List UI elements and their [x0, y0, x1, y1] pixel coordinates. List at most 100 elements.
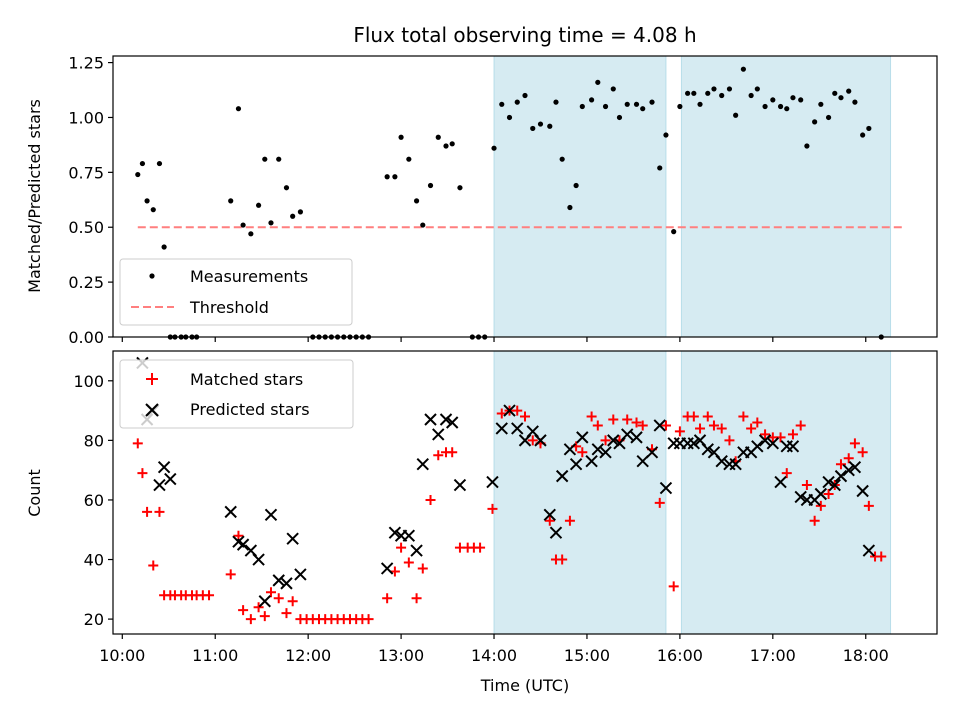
- predicted-star-point: [432, 428, 445, 441]
- top-y-tick-label: 0.25: [68, 273, 104, 292]
- measurement-point: [514, 99, 520, 105]
- bottom-y-tick-label: 40: [84, 551, 104, 570]
- top-y-axis: 0.00 0.25 0.50 0.75 1.00 1.25: [68, 54, 113, 347]
- predicted-star-point: [630, 431, 643, 444]
- measurement-point: [491, 145, 497, 151]
- bottom-panel: 20 40 60 80 100 10:00 11:00 12:00 13:00 14:00 15:…: [25, 350, 938, 695]
- predicted-star-point: [153, 478, 166, 492]
- bottom-y-tick-label: 100: [73, 372, 104, 391]
- predicted-star-point: [286, 532, 299, 545]
- x-tick-label: 15:00: [564, 646, 610, 665]
- matched-star-point: [544, 515, 555, 526]
- predicted-star-point: [272, 574, 285, 587]
- bottom-legend: Matched stars Predicted stars: [119, 359, 354, 429]
- measurement-point: [457, 185, 463, 191]
- matched-star-point: [724, 435, 735, 446]
- matched-star-point: [273, 593, 284, 604]
- predicted-star-point: [729, 457, 742, 471]
- matched-star-point: [801, 480, 812, 491]
- predicted-star-point: [503, 404, 516, 417]
- predicted-star-point: [842, 463, 855, 477]
- x-tick-label: 17:00: [750, 646, 796, 665]
- predicted-star-point: [758, 434, 772, 447]
- legend-label-threshold: Threshold: [189, 298, 269, 317]
- measurement-point: [268, 220, 274, 226]
- legend-x-icon: [145, 403, 159, 417]
- matched-star-point: [520, 411, 530, 422]
- measurement-point: [559, 156, 565, 162]
- predicted-star-point: [258, 595, 271, 608]
- matched-star-point: [760, 429, 771, 440]
- predicted-star-point: [236, 538, 250, 551]
- predicted-star-point: [585, 455, 598, 468]
- matched-star-point: [132, 438, 143, 449]
- matched-star-point: [738, 411, 749, 422]
- matched-star-point: [592, 420, 603, 431]
- measurement-point: [573, 182, 579, 189]
- measurement-point: [595, 79, 601, 85]
- matched-star-point: [608, 414, 619, 425]
- measurement-point: [228, 198, 234, 204]
- x-tick-label: 18:00: [843, 646, 889, 665]
- measurement-point: [283, 185, 290, 191]
- matched-star-point: [396, 542, 407, 553]
- matched-star-point: [403, 557, 414, 568]
- measurement-point: [547, 123, 553, 129]
- matched-star-point: [577, 447, 588, 458]
- measurement-point: [610, 86, 616, 92]
- measurement-point: [790, 95, 796, 101]
- legend-plus-icon: [146, 373, 158, 385]
- predicted-star-point: [814, 487, 828, 501]
- measurement-point: [392, 174, 398, 180]
- matched-star-point: [265, 587, 276, 598]
- predicted-star-point: [751, 440, 764, 453]
- measurement-point: [161, 244, 167, 250]
- predicted-star-point: [280, 577, 293, 590]
- measurement-point: [685, 90, 691, 96]
- measurement-point: [255, 202, 262, 208]
- matched-star-point: [411, 593, 422, 604]
- predicted-star-point: [157, 460, 171, 474]
- matched-star-point: [863, 500, 874, 511]
- measurement-point: [804, 143, 810, 149]
- measurement-point: [671, 229, 677, 235]
- matched-star-point: [708, 420, 719, 431]
- matched-star-point: [389, 566, 400, 577]
- matched-star-point: [787, 429, 798, 440]
- shaded-region: [680, 55, 892, 338]
- matched-star-point: [425, 494, 436, 505]
- legend-label-measurements: Measurements: [190, 267, 308, 286]
- predicted-star-point: [786, 440, 800, 453]
- predicted-star-point: [645, 446, 659, 459]
- top-y-tick-label: 1.00: [68, 108, 104, 127]
- x-tick-label: 10:00: [99, 646, 145, 665]
- matched-star-point: [637, 420, 648, 431]
- matched-star-point: [287, 596, 298, 607]
- matched-star-point: [225, 569, 236, 580]
- predicted-star-point: [486, 475, 499, 489]
- measurement-point: [139, 160, 146, 167]
- matched-star-point: [702, 411, 713, 422]
- predicted-star-point: [766, 437, 780, 450]
- matched-star-point: [475, 542, 486, 553]
- predicted-star-point: [667, 437, 680, 450]
- predicted-star-point: [388, 526, 402, 539]
- matched-star-point: [631, 417, 642, 428]
- bottom-y-tick-label: 60: [84, 491, 104, 510]
- matched-star-point: [363, 614, 374, 625]
- matched-star-point: [876, 551, 887, 562]
- matched-star-point: [674, 426, 685, 437]
- measurement-point: [754, 86, 760, 92]
- matched-star-point: [417, 563, 428, 574]
- matched-star-point: [148, 560, 159, 571]
- predicted-star-point: [862, 544, 876, 557]
- measurement-point: [406, 156, 412, 162]
- bottom-x-axis: 10:00 11:00 12:00 13:00 14:00 15:00 16:00 17:00…: [99, 634, 889, 665]
- measurement-point: [262, 156, 268, 162]
- x-tick-label: 14:00: [471, 646, 517, 665]
- measurement-point: [579, 103, 585, 110]
- matched-star-point: [695, 423, 706, 434]
- measurement-point: [537, 121, 544, 127]
- matched-star-point: [512, 405, 523, 416]
